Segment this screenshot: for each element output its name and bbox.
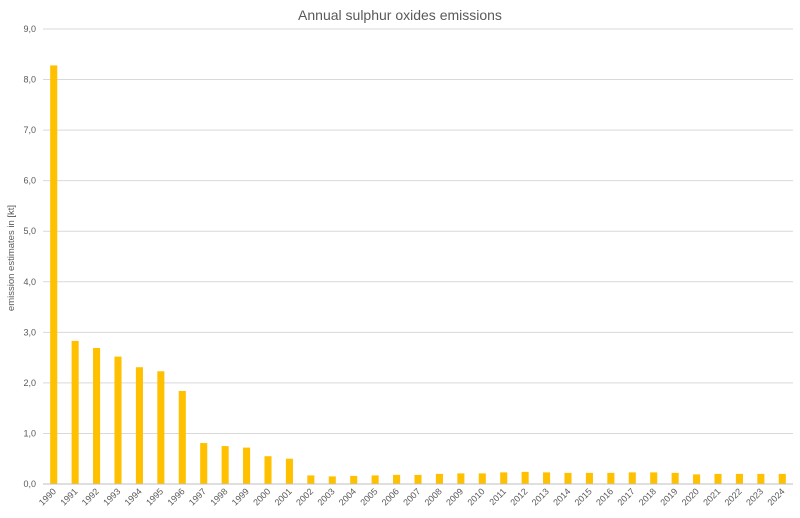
- bar: [50, 65, 58, 485]
- bar: [628, 472, 636, 484]
- bar: [200, 443, 208, 484]
- x-tick-label: 2002: [294, 486, 315, 507]
- gridlines: [43, 28, 793, 434]
- x-tick-label: 2018: [637, 486, 658, 507]
- x-tick-label: 1995: [144, 486, 165, 507]
- x-tick-label: 2022: [723, 486, 744, 507]
- y-tick-label: 5,0: [23, 226, 36, 236]
- x-tick-label: 1993: [101, 486, 122, 507]
- x-tick-label: 2005: [358, 486, 379, 507]
- y-tick-label: 0,0: [23, 479, 36, 489]
- x-tick-label: 2006: [380, 486, 401, 507]
- x-tick-label: 2001: [273, 486, 294, 507]
- x-tick-label: 2016: [594, 486, 615, 507]
- x-tick-label: 1997: [187, 486, 208, 507]
- bar: [350, 475, 358, 484]
- x-tick-label: 2014: [551, 486, 572, 507]
- x-tick-label: 2007: [401, 486, 422, 507]
- bar: [393, 474, 401, 484]
- x-tick-label: 2010: [465, 486, 486, 507]
- y-axis-label: emission estimates in [kt]: [6, 205, 17, 311]
- y-tick-label: 7,0: [23, 125, 36, 135]
- bar: [693, 474, 701, 484]
- bar: [564, 472, 572, 484]
- bar: [435, 473, 443, 484]
- x-tick-label: 2000: [251, 486, 272, 507]
- x-tick-label: 2013: [530, 486, 551, 507]
- y-tick-label: 1,0: [23, 428, 36, 438]
- bar: [221, 446, 229, 484]
- x-tick-label: 2020: [680, 486, 701, 507]
- x-tick-label: 2011: [487, 486, 508, 507]
- x-tick-label: 2021: [701, 486, 722, 507]
- bar: [264, 456, 272, 484]
- chart-title: Annual sulphur oxides emissions: [298, 7, 502, 23]
- bar: [414, 474, 422, 484]
- bar: [135, 367, 143, 484]
- bar: [778, 473, 786, 484]
- bar: [607, 472, 615, 484]
- y-tick-label: 9,0: [23, 24, 36, 34]
- y-tick-label: 4,0: [23, 277, 36, 287]
- bar: [371, 475, 379, 484]
- bar: [285, 458, 293, 484]
- bar: [714, 473, 722, 484]
- x-tick-label: 2012: [508, 486, 529, 507]
- x-tick-label: 2009: [444, 486, 465, 507]
- x-tick-label: 1992: [80, 486, 101, 507]
- bar: [71, 340, 79, 484]
- x-axis-ticks: 1990 1991 1992 1993 1994 1995 1996 1997 1998 1999…: [37, 486, 787, 507]
- bar: [114, 356, 122, 484]
- bar: [457, 473, 465, 484]
- x-tick-label: 1991: [58, 486, 79, 507]
- y-tick-label: 6,0: [23, 176, 36, 186]
- bar: [93, 348, 101, 484]
- bar: [157, 371, 165, 484]
- y-tick-label: 2,0: [23, 378, 36, 388]
- x-tick-label: 1996: [165, 486, 186, 507]
- y-axis-ticks: 0,0 1,0 2,0 3,0 4,0 5,0 6,0 7,0 8,0 9,0: [23, 24, 36, 489]
- bar: [243, 447, 251, 484]
- x-tick-label: 2024: [765, 486, 786, 507]
- bar: [585, 472, 593, 484]
- bar: [671, 472, 679, 484]
- bar: [735, 473, 743, 484]
- x-tick-label: 1994: [123, 486, 144, 507]
- x-tick-label: 2017: [615, 486, 636, 507]
- y-tick-label: 3,0: [23, 327, 36, 337]
- bar: [521, 471, 529, 484]
- bar: [328, 476, 336, 484]
- x-tick-label: 2015: [573, 486, 594, 507]
- x-tick-label: 2023: [744, 486, 765, 507]
- bar: [178, 390, 186, 484]
- x-tick-label: 2008: [423, 486, 444, 507]
- bar: [757, 473, 765, 484]
- bar: [478, 473, 486, 484]
- x-tick-label: 2004: [337, 486, 358, 507]
- bar: [307, 475, 315, 484]
- bar: [650, 472, 658, 484]
- bar: [500, 472, 508, 484]
- x-tick-label: 1999: [230, 486, 251, 507]
- bars: [50, 65, 786, 485]
- bar: [543, 472, 551, 484]
- y-tick-label: 8,0: [23, 75, 36, 85]
- x-tick-label: 2019: [658, 486, 679, 507]
- x-tick-label: 1990: [37, 486, 58, 507]
- x-tick-label: 2003: [315, 486, 336, 507]
- x-tick-label: 1998: [208, 486, 229, 507]
